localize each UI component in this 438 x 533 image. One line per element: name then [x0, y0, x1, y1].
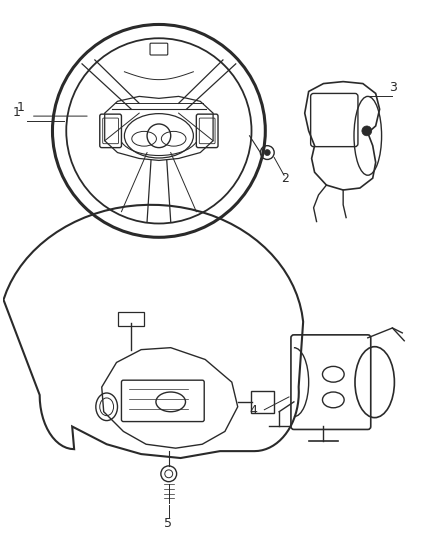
- Text: 5: 5: [164, 517, 172, 530]
- Text: 3: 3: [389, 82, 397, 94]
- Circle shape: [264, 150, 270, 156]
- Text: 1: 1: [13, 106, 21, 119]
- Text: 2: 2: [281, 172, 289, 185]
- Text: 1: 1: [17, 101, 25, 114]
- Text: 4: 4: [250, 403, 258, 417]
- Circle shape: [362, 126, 372, 136]
